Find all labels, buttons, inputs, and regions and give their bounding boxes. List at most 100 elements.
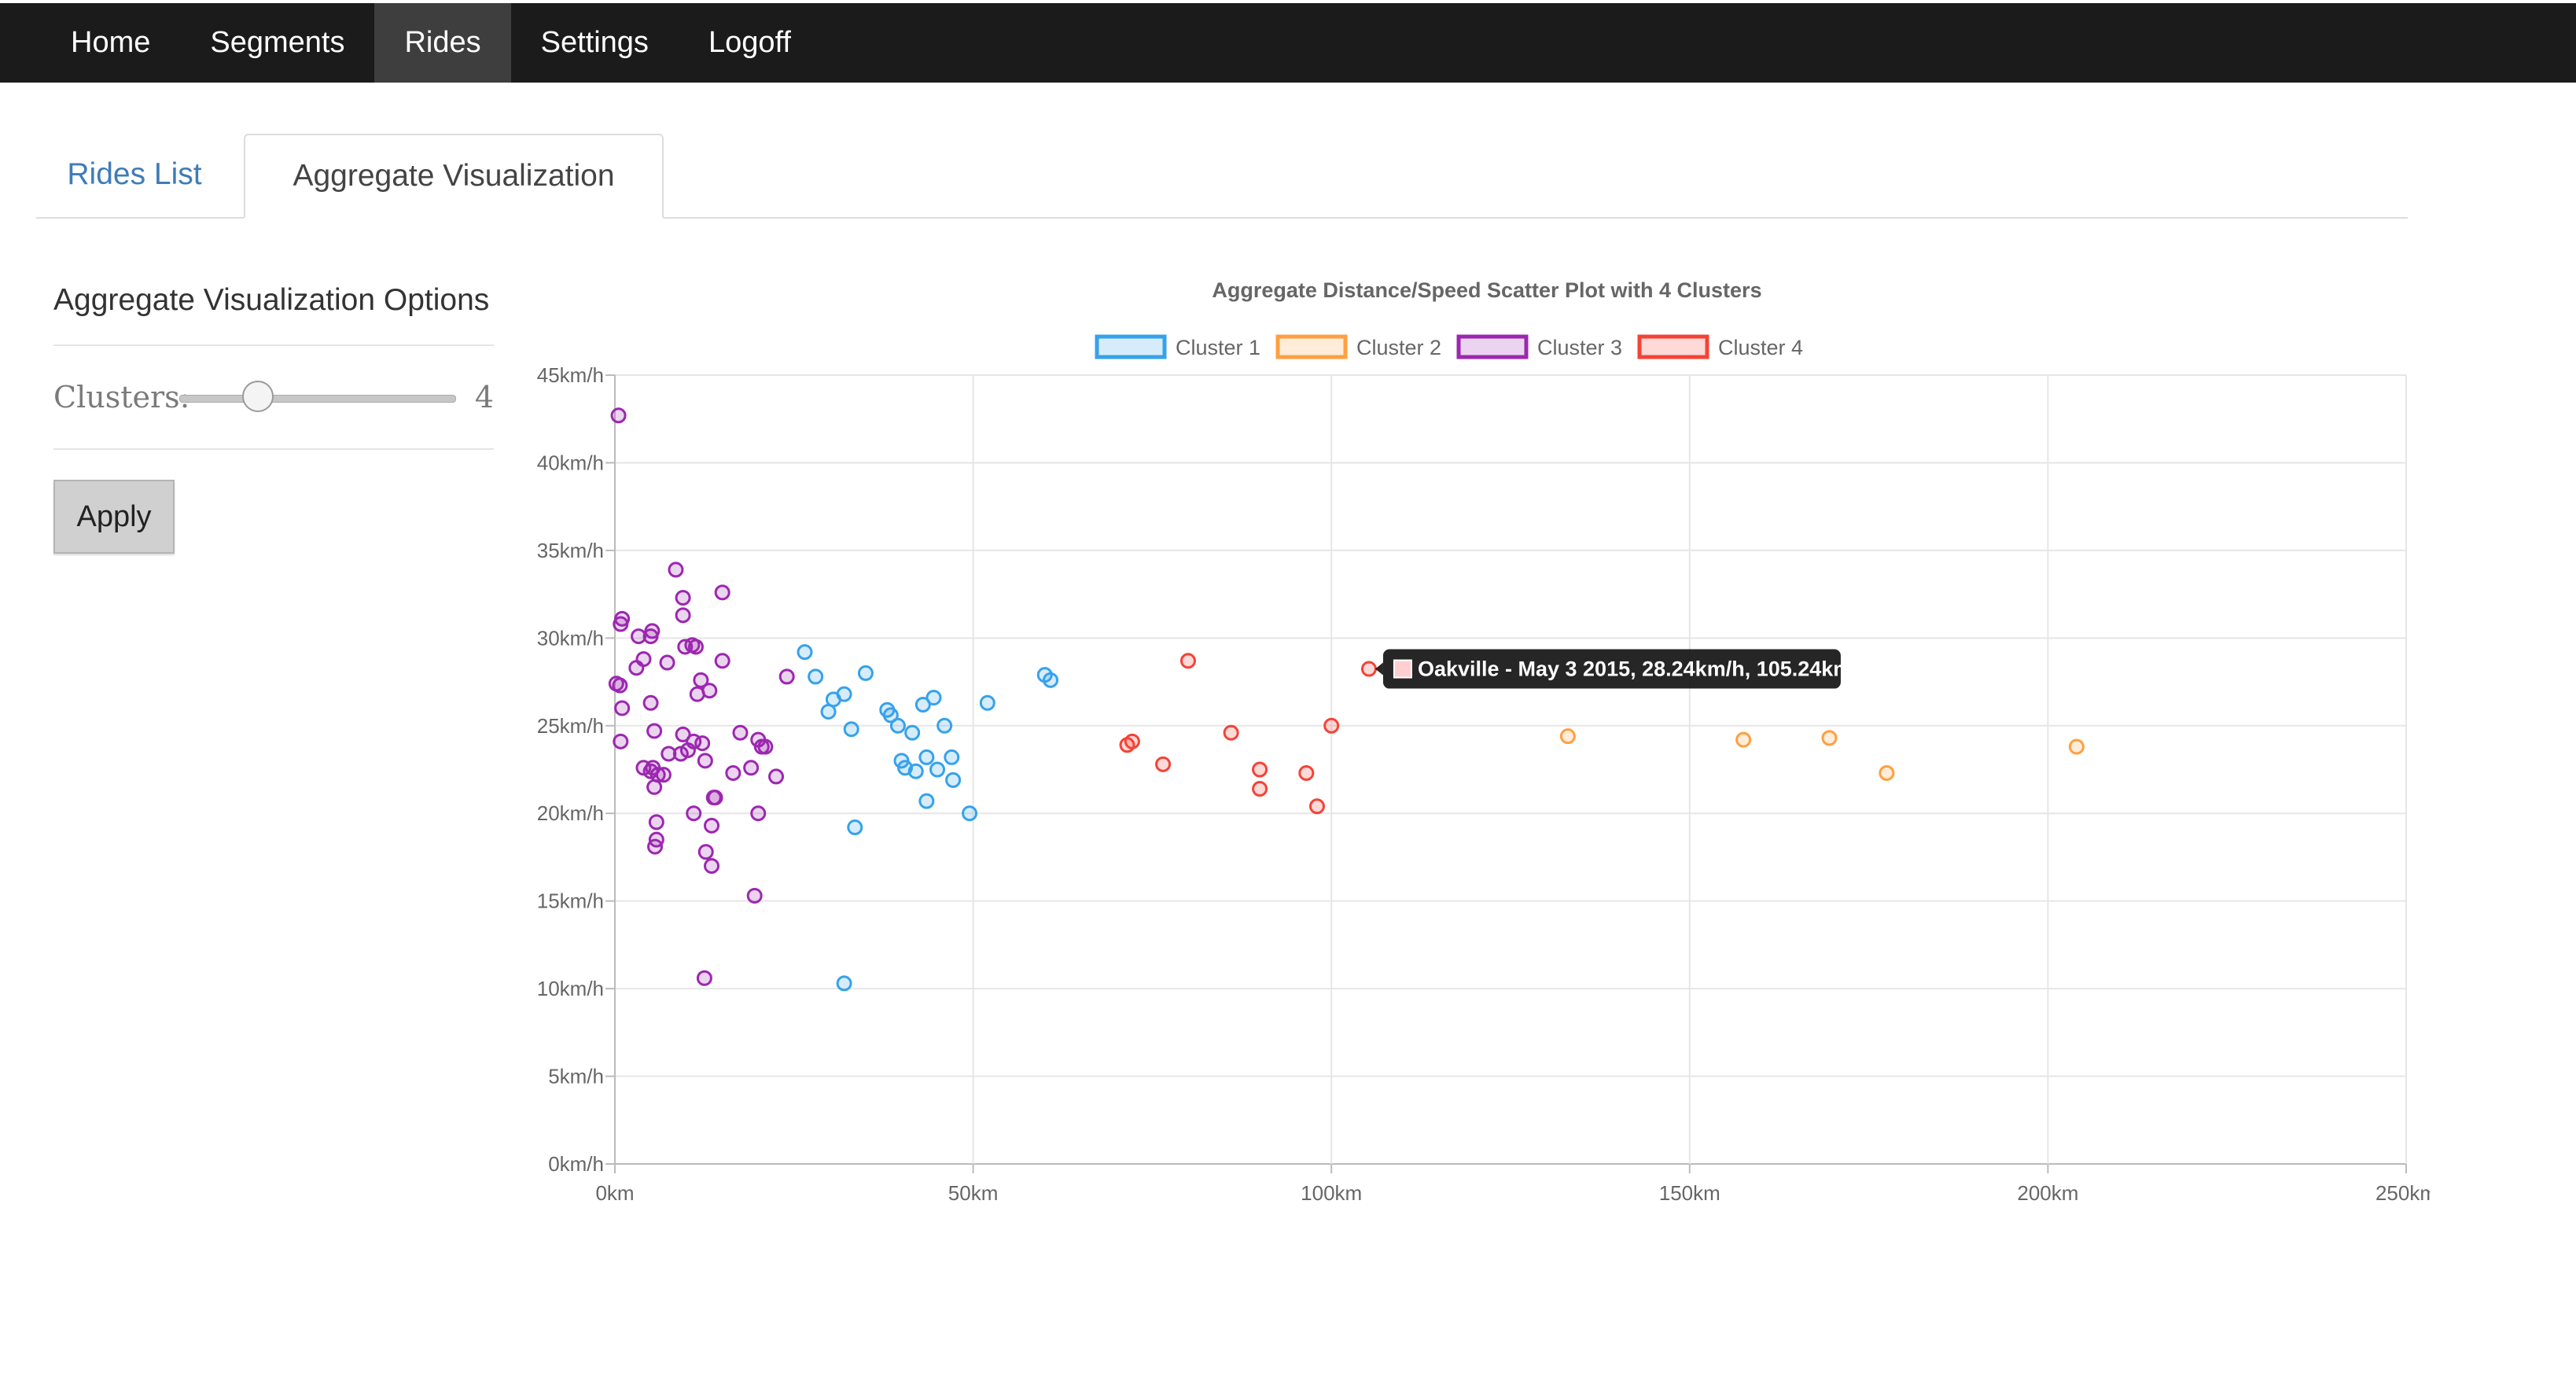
legend-swatch-2[interactable]	[1275, 334, 1348, 359]
data-point-cluster-3[interactable]	[648, 814, 664, 830]
data-point-cluster-4[interactable]	[1124, 733, 1140, 749]
data-point-cluster-1[interactable]	[836, 975, 852, 992]
data-point-cluster-3[interactable]	[694, 735, 711, 752]
data-point-cluster-3[interactable]	[725, 764, 742, 781]
data-point-cluster-4[interactable]	[1308, 798, 1325, 815]
data-point-cluster-3[interactable]	[635, 651, 652, 668]
data-point-cluster-3[interactable]	[768, 768, 785, 785]
data-point-cluster-2[interactable]	[1821, 730, 1838, 746]
data-point-cluster-3[interactable]	[675, 726, 691, 742]
data-point-cluster-4[interactable]	[1252, 761, 1268, 778]
data-point-cluster-1[interactable]	[945, 771, 962, 788]
data-point-cluster-1[interactable]	[889, 717, 906, 734]
data-point-cluster-2[interactable]	[1735, 731, 1752, 748]
data-point-cluster-4[interactable]	[1298, 764, 1315, 781]
data-point-cluster-3[interactable]	[614, 610, 631, 627]
data-point-cluster-3[interactable]	[644, 623, 661, 639]
nav-segments[interactable]: Segments	[210, 26, 345, 59]
data-point-cluster-3[interactable]	[661, 746, 677, 762]
data-point-cluster-1[interactable]	[904, 724, 921, 741]
data-point-cluster-3[interactable]	[614, 700, 631, 716]
data-point-cluster-1[interactable]	[918, 749, 935, 765]
data-point-cluster-3[interactable]	[743, 760, 760, 776]
clusters-slider-track[interactable]	[179, 395, 456, 403]
data-point-cluster-3[interactable]	[668, 562, 684, 578]
data-point-cluster-3[interactable]	[746, 887, 763, 904]
data-point-cluster-1[interactable]	[907, 763, 924, 779]
data-point-cluster-1[interactable]	[918, 793, 935, 809]
data-point-cluster-4[interactable]	[1155, 756, 1172, 772]
tab-aggregate-visualization[interactable]: Aggregate Visualization	[244, 134, 664, 219]
data-point-cluster-1[interactable]	[979, 694, 995, 711]
data-point-cluster-3[interactable]	[750, 805, 767, 822]
legend-label-2[interactable]: Cluster 2	[1356, 336, 1441, 359]
data-point-cluster-3[interactable]	[693, 672, 709, 688]
data-point-cluster-2[interactable]	[2068, 738, 2085, 755]
data-point-cluster-4[interactable]	[1179, 653, 1196, 669]
data-point-cluster-1[interactable]	[937, 717, 953, 734]
data-point-cluster-3[interactable]	[647, 838, 664, 855]
data-point-cluster-3[interactable]	[701, 683, 718, 699]
nav-logoff[interactable]: Logoff	[708, 26, 791, 59]
data-point-cluster-1[interactable]	[808, 668, 824, 685]
data-point-cluster-1[interactable]	[914, 697, 931, 713]
data-point-cluster-1[interactable]	[882, 707, 899, 724]
legend-label-4[interactable]: Cluster 4	[1718, 336, 1803, 359]
data-point-cluster-3[interactable]	[714, 584, 730, 601]
data-point-cluster-1[interactable]	[847, 819, 863, 836]
data-point-cluster-3[interactable]	[659, 654, 675, 671]
data-point-cluster-3[interactable]	[646, 723, 663, 739]
data-point-cluster-1[interactable]	[857, 665, 874, 681]
data-point-cluster-1[interactable]	[843, 721, 859, 738]
data-point-cluster-4[interactable]	[1360, 661, 1377, 677]
data-point-cluster-3[interactable]	[655, 767, 672, 783]
data-point-cluster-4[interactable]	[1323, 717, 1340, 734]
data-point-cluster-4[interactable]	[1223, 724, 1239, 741]
data-point-cluster-3[interactable]	[707, 790, 723, 806]
data-point-cluster-3[interactable]	[675, 607, 691, 624]
data-point-cluster-3[interactable]	[757, 738, 774, 755]
data-point-cluster-3[interactable]	[612, 677, 628, 694]
data-point-cluster-3[interactable]	[686, 805, 702, 822]
data-point-cluster-3[interactable]	[631, 628, 647, 645]
data-point-cluster-3[interactable]	[610, 407, 627, 424]
legend-label-3[interactable]: Cluster 3	[1537, 336, 1622, 359]
nav-rides[interactable]: Rides	[374, 3, 511, 83]
nav-settings[interactable]: Settings	[540, 26, 649, 59]
data-point-cluster-1[interactable]	[1043, 672, 1059, 688]
data-point-cluster-1[interactable]	[926, 690, 942, 706]
data-point-cluster-2[interactable]	[1879, 764, 1895, 781]
data-point-cluster-3[interactable]	[696, 970, 712, 986]
data-point-cluster-4[interactable]	[1252, 781, 1268, 797]
data-point-cluster-3[interactable]	[704, 858, 720, 875]
x-tick-label: 100km	[1301, 1181, 1362, 1205]
tab-rides-list[interactable]: Rides List	[67, 157, 202, 191]
data-point-cluster-3[interactable]	[646, 779, 663, 795]
data-point-cluster-3[interactable]	[687, 639, 704, 655]
data-point-cluster-3[interactable]	[697, 753, 713, 769]
legend-swatch-1[interactable]	[1095, 334, 1167, 359]
data-point-cluster-3[interactable]	[704, 817, 720, 834]
options-title: Aggregate Visualization Options	[53, 283, 490, 317]
data-point-cluster-1[interactable]	[929, 761, 946, 778]
data-point-cluster-1[interactable]	[962, 805, 978, 822]
data-point-cluster-1[interactable]	[836, 686, 852, 702]
apply-button[interactable]: Apply	[53, 480, 175, 554]
clusters-slider-handle[interactable]	[242, 381, 274, 412]
data-point-cluster-3[interactable]	[714, 653, 730, 669]
data-point-cluster-3[interactable]	[675, 590, 691, 606]
legend-label-1[interactable]: Cluster 1	[1176, 336, 1260, 359]
data-point-cluster-3[interactable]	[697, 844, 714, 860]
data-point-cluster-2[interactable]	[1559, 728, 1576, 745]
data-point-cluster-3[interactable]	[642, 694, 659, 711]
data-point-cluster-3[interactable]	[778, 668, 795, 685]
data-point-cluster-1[interactable]	[944, 749, 960, 765]
data-point-cluster-3[interactable]	[732, 724, 749, 741]
legend-swatch-3[interactable]	[1456, 334, 1529, 359]
data-point-cluster-1[interactable]	[797, 644, 813, 661]
tooltip-box	[1382, 649, 1841, 689]
nav-home[interactable]: Home	[71, 26, 151, 59]
data-point-cluster-3[interactable]	[613, 733, 629, 749]
legend-swatch-4[interactable]	[1637, 334, 1709, 359]
y-tick-label: 45km/h	[537, 363, 604, 387]
